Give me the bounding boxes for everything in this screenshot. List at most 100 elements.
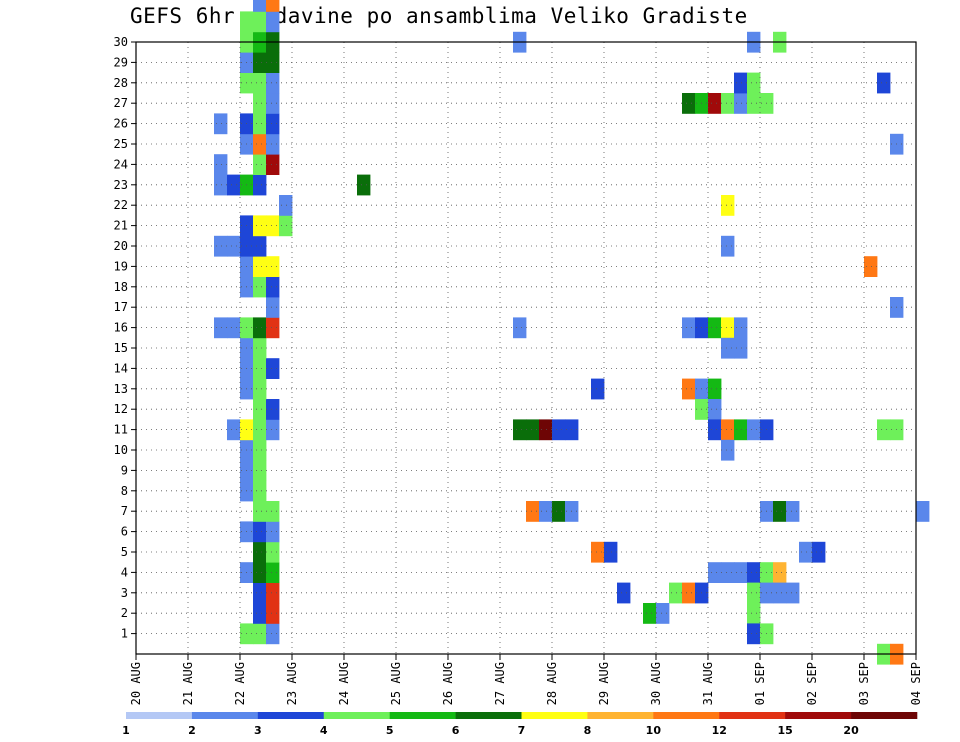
heatmap-cell xyxy=(266,72,280,94)
y-tick-label: 7 xyxy=(121,504,128,518)
heatmap-cell xyxy=(747,72,761,94)
heatmap-cell xyxy=(916,501,930,522)
heatmap-cell xyxy=(214,154,228,175)
heatmap-cell xyxy=(266,256,280,277)
legend-label: 10 xyxy=(646,724,662,737)
legend-label: 2 xyxy=(188,724,196,737)
chart-title: GEFS 6hr padavine po ansamblima Veliko G… xyxy=(130,4,748,28)
y-tick-label: 6 xyxy=(121,525,128,539)
heatmap-cell xyxy=(708,378,722,400)
heatmap-cell xyxy=(734,317,748,339)
heatmap-cell xyxy=(526,501,540,522)
y-tick-label: 10 xyxy=(114,443,128,457)
y-tick-label: 4 xyxy=(121,565,128,579)
y-tick-label: 5 xyxy=(121,545,128,559)
x-tick-label: 22 AUG xyxy=(233,662,247,705)
x-tick-label: 27 AUG xyxy=(493,662,507,705)
heatmap-cell xyxy=(253,358,267,379)
heatmap-cell xyxy=(682,93,696,114)
x-tick-label: 03 SEP xyxy=(857,662,871,705)
heatmap-cell xyxy=(253,235,267,257)
heatmap-cell xyxy=(513,317,527,339)
heatmap-cell xyxy=(747,603,761,624)
heatmap-cell xyxy=(747,582,761,604)
legend-swatch xyxy=(191,712,259,719)
y-tick-label: 20 xyxy=(114,239,128,253)
heatmap-cell xyxy=(773,562,787,583)
y-tick-label: 3 xyxy=(121,586,128,600)
y-tick-label: 14 xyxy=(114,361,128,375)
heatmap-cell xyxy=(734,562,748,583)
legend-swatch xyxy=(587,712,654,719)
heatmap-cell xyxy=(227,174,241,196)
y-tick-label: 1 xyxy=(121,627,128,641)
legend-swatch xyxy=(521,712,588,719)
heatmap-cell xyxy=(604,541,618,563)
heatmap-cell xyxy=(539,501,553,522)
heatmap-cell xyxy=(669,582,683,604)
heatmap-cell xyxy=(617,582,631,604)
y-tick-label: 29 xyxy=(114,55,128,69)
heatmap-cell xyxy=(786,582,800,604)
heatmap-cell xyxy=(643,603,657,624)
heatmap-cell xyxy=(227,235,241,257)
heatmap-cell xyxy=(656,603,670,624)
grid-lines xyxy=(136,41,916,654)
y-tick-label: 22 xyxy=(114,198,128,212)
y-tick-label: 26 xyxy=(114,117,128,131)
y-tick-label: 28 xyxy=(114,76,128,90)
legend-label: 7 xyxy=(518,724,526,737)
heatmap-cell xyxy=(279,215,293,237)
y-tick-label: 18 xyxy=(114,280,128,294)
y-tick-label: 25 xyxy=(114,137,128,151)
heatmap-cell xyxy=(214,235,228,257)
heatmap-cell xyxy=(552,501,566,522)
x-tick-label: 30 AUG xyxy=(649,662,663,705)
heatmap-cell xyxy=(877,419,891,441)
heatmap-cell xyxy=(877,72,891,94)
y-tick-label: 30 xyxy=(114,35,128,49)
heatmap-cell xyxy=(253,562,267,583)
legend-label: 5 xyxy=(386,724,394,737)
y-tick-label: 23 xyxy=(114,178,128,192)
legend-swatch xyxy=(785,712,852,719)
heatmap-cell xyxy=(253,521,267,543)
heatmap-cell xyxy=(253,52,267,73)
heatmap-cell xyxy=(253,93,267,114)
y-tick-label: 9 xyxy=(121,463,128,477)
heatmap-cell xyxy=(253,11,267,33)
heatmap-cell xyxy=(240,11,254,33)
heatmap-cell xyxy=(734,337,748,359)
heatmap-cell xyxy=(266,358,280,379)
x-tick-label: 01 SEP xyxy=(753,662,767,705)
heatmap-cell xyxy=(773,582,787,604)
x-tick-label: 29 AUG xyxy=(597,662,611,705)
y-tick-label: 21 xyxy=(114,219,128,233)
heatmap-cell xyxy=(253,419,267,441)
heatmap-cell xyxy=(747,562,761,583)
x-tick-label: 21 AUG xyxy=(181,662,195,705)
heatmap-cell xyxy=(773,501,787,522)
heatmap-cell xyxy=(708,93,722,114)
heatmap-cell xyxy=(734,93,748,114)
heatmap-cell xyxy=(682,582,696,604)
x-tick-label: 25 AUG xyxy=(389,662,403,705)
heatmap-cell xyxy=(253,276,267,298)
heatmap-cell xyxy=(747,623,761,645)
y-tick-label: 16 xyxy=(114,321,128,335)
heatmap-cell xyxy=(747,93,761,114)
legend-label: 12 xyxy=(712,724,727,737)
heatmap-cell xyxy=(253,113,267,135)
heatmap-cell xyxy=(591,378,605,400)
heatmap-cell xyxy=(357,174,371,196)
y-tick-label: 11 xyxy=(114,423,128,437)
legend: 1 2 3 4 5 6 7 8 10 12 15 20 xyxy=(122,712,918,737)
heatmap-cell xyxy=(721,195,735,216)
heatmap-cell xyxy=(266,623,280,645)
heatmap-cell xyxy=(253,399,267,420)
y-axis: 1234567891011121314151617181920212223242… xyxy=(114,35,136,641)
heatmap-cell xyxy=(799,541,813,563)
x-tick-label: 04 SEP xyxy=(909,662,923,705)
legend-swatch xyxy=(719,712,786,719)
